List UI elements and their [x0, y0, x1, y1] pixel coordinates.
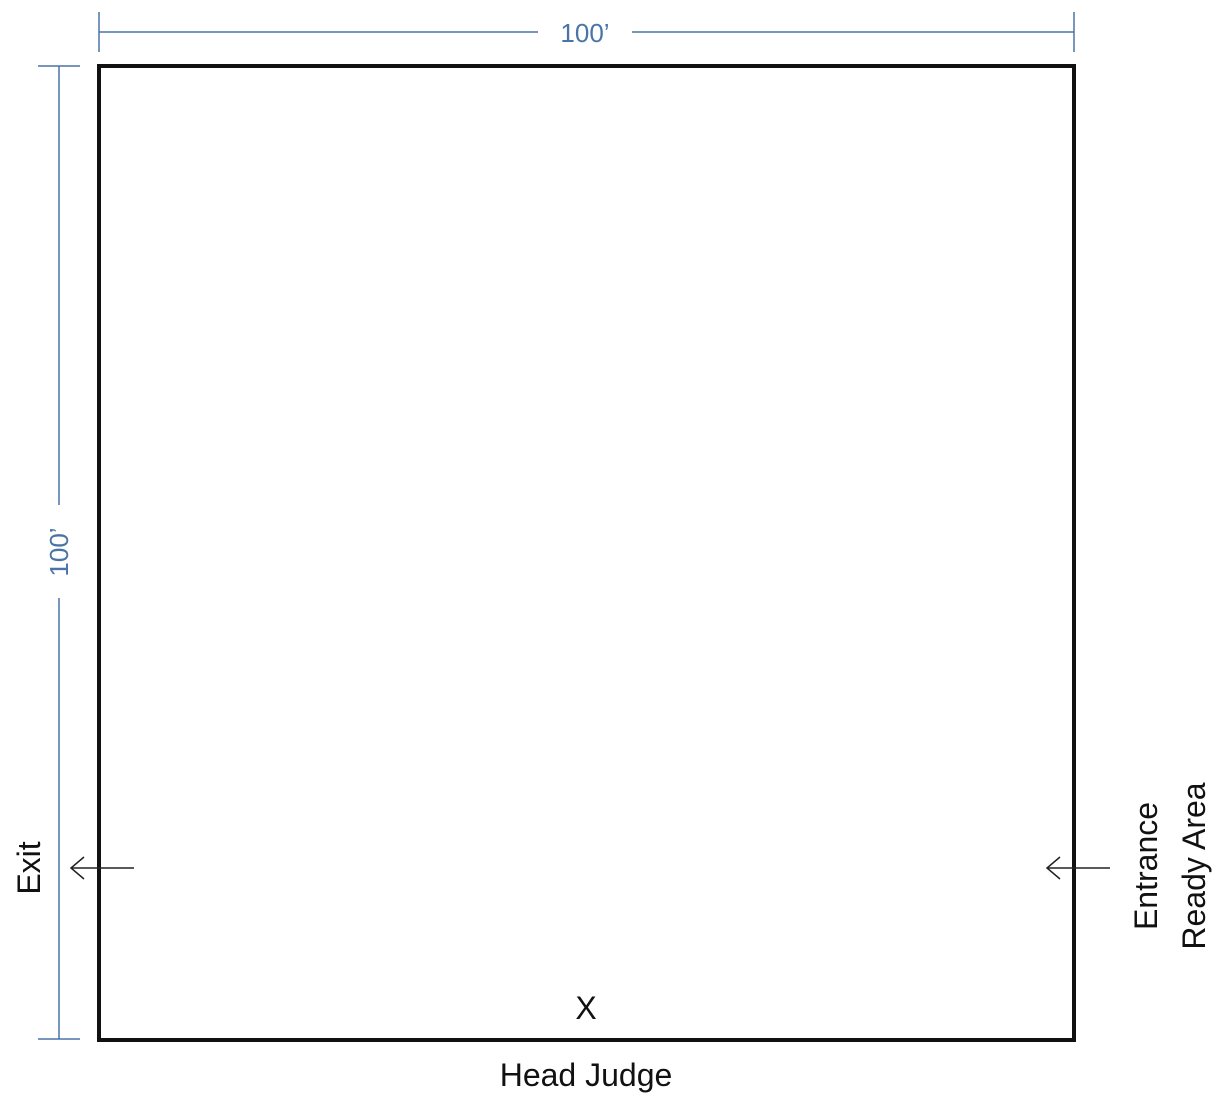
- exit-label: Exit: [11, 841, 47, 894]
- arrow-left-icon: [1045, 856, 1110, 880]
- head-judge-label: Head Judge: [500, 1057, 673, 1093]
- height-dimension: 100’: [38, 65, 80, 1040]
- height-dimension-label: 100’: [44, 527, 74, 576]
- width-dimension-label: 100’: [560, 18, 609, 48]
- arrow-left-icon: [69, 856, 134, 880]
- ready-area-label: Ready Area: [1176, 782, 1212, 949]
- width-dimension: 100’: [98, 12, 1075, 52]
- arena-outline: [97, 64, 1076, 1042]
- entrance-label: Entrance: [1128, 802, 1164, 930]
- head-judge-marker: X: [575, 990, 596, 1026]
